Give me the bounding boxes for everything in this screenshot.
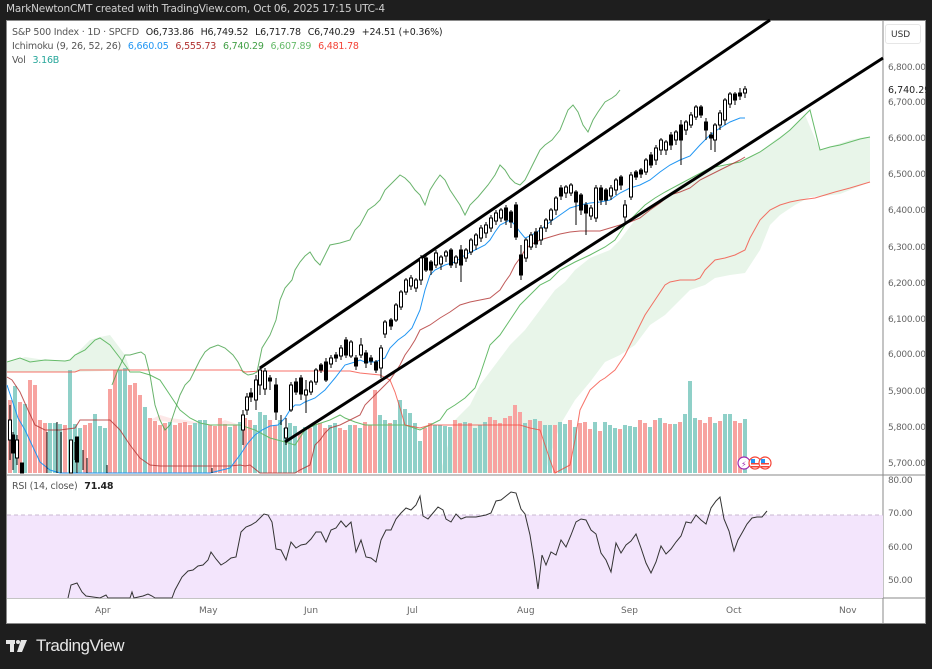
brand-name: TradingView bbox=[36, 636, 125, 655]
event-markers[interactable]: ⚡ bbox=[737, 456, 772, 470]
price-legend[interactable]: S&P 500 Index · 1D · SPCFD O6,733.86 H6,… bbox=[12, 27, 446, 38]
span-b-value: 6,481.78 bbox=[318, 41, 359, 52]
ichimoku-label[interactable]: Ichimoku (9, 26, 52, 26) bbox=[12, 41, 122, 52]
symbol-label[interactable]: S&P 500 Index · 1D · SPCFD bbox=[12, 27, 139, 38]
price-tick: 6,200.00 bbox=[888, 279, 926, 289]
currency-button[interactable]: USD bbox=[885, 24, 921, 44]
price-pane: ⚡ bbox=[6, 18, 884, 474]
high-value: H6,749.52 bbox=[200, 27, 249, 38]
rsi-label[interactable]: RSI (14, close) bbox=[12, 481, 78, 492]
kijun-value: 6,555.73 bbox=[175, 41, 217, 52]
last-price-label: 6,740.29 bbox=[888, 85, 931, 96]
rsi-band bbox=[7, 515, 883, 598]
tenkan-value: 6,660.05 bbox=[127, 41, 169, 52]
change-value: +24.51 (+0.36%) bbox=[361, 27, 443, 38]
rsi-tick: 50.00 bbox=[888, 576, 913, 586]
top-bar: MarkNewtonCMT created with TradingView.c… bbox=[0, 0, 932, 20]
month-label: Sep bbox=[621, 606, 638, 616]
ichimoku-cloud-past bbox=[7, 335, 130, 372]
rsi-legend[interactable]: RSI (14, close) 71.48 bbox=[12, 481, 117, 492]
chikou-line bbox=[111, 89, 621, 431]
price-tick: 6,100.00 bbox=[888, 315, 926, 325]
vol-label[interactable]: Vol bbox=[12, 55, 26, 66]
rsi-line bbox=[67, 491, 768, 599]
candles bbox=[8, 86, 747, 474]
price-tick: 6,700.00 bbox=[888, 98, 926, 108]
month-label: Aug bbox=[517, 606, 535, 616]
month-label: Jul bbox=[407, 606, 418, 616]
ichimoku-legend[interactable]: Ichimoku (9, 26, 52, 26) 6,660.05 6,555.… bbox=[12, 41, 363, 52]
low-value: L6,717.78 bbox=[255, 27, 301, 38]
span-a-value: 6,607.89 bbox=[270, 41, 312, 52]
rsi-tick: 70.00 bbox=[888, 509, 913, 519]
credit-text: MarkNewtonCMT created with TradingView.c… bbox=[6, 3, 385, 15]
open-value: O6,733.86 bbox=[145, 27, 194, 38]
month-label: May bbox=[199, 606, 218, 616]
rsi-tick: 80.00 bbox=[888, 476, 913, 486]
price-tick: 6,600.00 bbox=[888, 134, 926, 144]
month-label: Nov bbox=[839, 606, 857, 616]
month-label: Apr bbox=[95, 606, 111, 616]
rsi-tick: 60.00 bbox=[888, 543, 913, 553]
price-tick: 6,800.00 bbox=[888, 63, 926, 73]
price-tick: 6,000.00 bbox=[888, 350, 926, 360]
price-tick: 6,300.00 bbox=[888, 243, 926, 253]
svg-text:⚡: ⚡ bbox=[741, 460, 747, 469]
month-label: Jun bbox=[304, 606, 319, 616]
price-tick: 5,800.00 bbox=[888, 423, 926, 433]
chikou-value: 6,740.29 bbox=[222, 41, 264, 52]
tradingview-logo: TradingView bbox=[6, 636, 125, 656]
price-tick: 6,500.00 bbox=[888, 170, 926, 180]
price-tick: 5,700.00 bbox=[888, 459, 926, 469]
close-value: C6,740.29 bbox=[307, 27, 355, 38]
channel-lower-line bbox=[284, 56, 884, 444]
volume-legend[interactable]: Vol 3.16B bbox=[12, 55, 63, 66]
tradingview-logo-icon bbox=[6, 640, 27, 652]
ichimoku-cloud-bull bbox=[440, 115, 870, 473]
price-tick: 5,900.00 bbox=[888, 387, 926, 397]
price-tick: 6,400.00 bbox=[888, 206, 926, 216]
rsi-value: 71.48 bbox=[84, 481, 114, 492]
channel-upper-line bbox=[259, 18, 771, 370]
month-label: Oct bbox=[726, 606, 742, 616]
tenkan-line bbox=[6, 117, 745, 474]
vol-value: 3.16B bbox=[32, 55, 60, 66]
senkou-span-b-line bbox=[7, 181, 871, 474]
